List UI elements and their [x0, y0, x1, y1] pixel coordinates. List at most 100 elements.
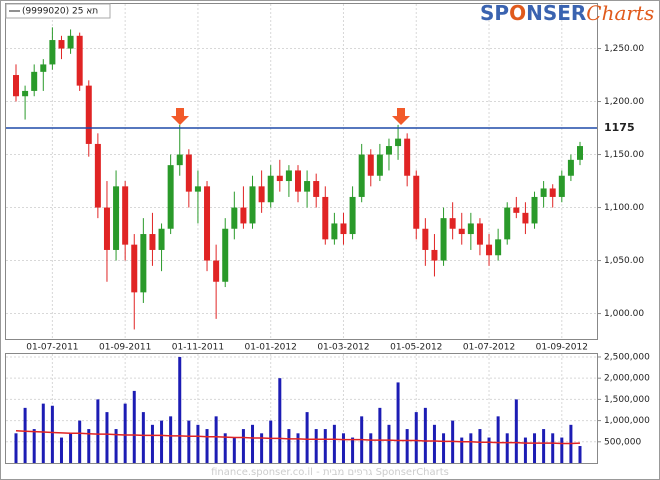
candle-body: [295, 170, 301, 192]
signal-arrow: [171, 108, 189, 125]
volume-bar: [223, 433, 227, 463]
candle-body: [558, 175, 565, 197]
candle-body: [395, 138, 402, 147]
volume-bar: [514, 399, 518, 463]
volume-bar: [523, 437, 527, 463]
y-tick-label: 1,100.00: [604, 203, 644, 213]
volume-bar: [78, 420, 82, 463]
candle-body: [67, 35, 74, 49]
volume-bar: [560, 437, 564, 463]
candle-body: [85, 85, 92, 144]
candle-body: [258, 186, 265, 203]
y-tick-label: 500,000: [604, 437, 641, 447]
x-tick-label: 01-07-2012: [463, 343, 515, 353]
candle-body: [158, 228, 165, 250]
candle-body: [495, 239, 502, 256]
candle-body: [540, 188, 547, 197]
volume-panel: [5, 353, 598, 464]
volume-bar: [251, 424, 255, 463]
volume-bar: [432, 424, 436, 463]
volume-bar: [551, 433, 555, 463]
candle-body: [285, 170, 292, 182]
volume-bar: [332, 424, 336, 463]
candle-body: [213, 260, 220, 282]
volume-bar: [23, 407, 27, 463]
volume-bar: [87, 429, 91, 463]
volume-bar: [105, 412, 109, 463]
candle-body: [413, 175, 420, 229]
y-tick-label: 1,500,000: [604, 395, 650, 405]
candle-body: [13, 75, 19, 97]
volume-bar: [505, 433, 509, 463]
candle-body: [404, 138, 411, 176]
volume-bar: [351, 437, 355, 463]
x-tick-label: 01-09-2011: [99, 343, 151, 353]
volume-bar: [387, 424, 391, 463]
candle-body: [458, 228, 465, 235]
candle-body: [358, 154, 365, 197]
candle-body: [531, 196, 538, 224]
candle-body: [122, 186, 129, 245]
candle-body: [422, 228, 429, 250]
y-tick-label: 1,000.00: [604, 309, 644, 319]
candle-body: [40, 64, 47, 72]
candle-body: [340, 223, 347, 235]
volume-bar: [96, 399, 100, 463]
candle-body: [76, 35, 83, 86]
x-tick-label: 01-01-2012: [245, 343, 297, 353]
legend: [5, 3, 111, 19]
candle-body: [376, 154, 383, 176]
candle-body: [476, 223, 483, 245]
candle-body: [313, 181, 320, 197]
volume-bar: [241, 429, 245, 463]
volume-bar: [414, 412, 418, 463]
legend-text: (9999020) 25 תא: [22, 7, 98, 17]
volume-bar: [487, 437, 491, 463]
volume-bar: [232, 437, 236, 463]
candle-body: [486, 244, 493, 256]
x-tick-label: 01-07-2011: [26, 343, 78, 353]
candle-body: [276, 175, 283, 182]
candle-body: [431, 249, 438, 261]
x-tick-label: 01-09-2012: [536, 343, 588, 353]
candle-body: [567, 159, 574, 176]
volume-bar: [132, 390, 136, 463]
logo: SPONSERCharts: [480, 1, 654, 25]
volume-bar: [478, 429, 482, 463]
volume-bar: [169, 416, 173, 463]
volume-bar: [269, 420, 273, 463]
y-tick-label: 1,000,000: [604, 416, 650, 426]
candle-body: [249, 186, 256, 224]
y-tick-label: 1,150.00: [604, 150, 644, 160]
volume-bar: [460, 437, 464, 463]
candle-body: [140, 234, 147, 293]
volume-bar: [533, 433, 537, 463]
candle-body: [449, 218, 456, 229]
volume-bar: [442, 433, 446, 463]
candle-body: [522, 212, 529, 224]
volume-bar: [378, 407, 382, 463]
volume-bar: [114, 429, 118, 463]
y-tick-label: 2,000,000: [604, 374, 650, 384]
candle-body: [367, 154, 374, 176]
volume-bar: [578, 446, 582, 463]
reference-label: 1175: [604, 121, 635, 134]
volume-bar: [59, 437, 63, 463]
volume-bar: [496, 416, 500, 463]
candle-body: [167, 165, 174, 229]
footer: finance.sponser.co.il - גרפים מבית Spons…: [211, 467, 449, 478]
volume-bar: [423, 407, 427, 463]
candle-body: [231, 207, 238, 229]
volume-bar: [123, 403, 127, 463]
volume-bar: [150, 424, 154, 463]
volume-bar: [405, 429, 409, 463]
y-tick-label: 1,250.00: [604, 44, 644, 54]
candle-body: [49, 40, 56, 65]
volume-bar: [369, 433, 373, 463]
candle-body: [103, 207, 110, 250]
volume-bar: [278, 378, 282, 463]
y-tick-label: 1,050.00: [604, 256, 644, 266]
volume-bar: [41, 403, 45, 463]
candle-body: [185, 154, 192, 192]
